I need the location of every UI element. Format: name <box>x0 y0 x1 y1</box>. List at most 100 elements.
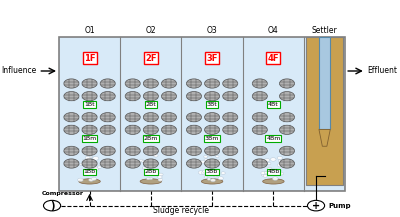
Text: 3Bt: 3Bt <box>207 102 218 107</box>
Circle shape <box>82 79 97 88</box>
Circle shape <box>89 178 94 181</box>
Circle shape <box>204 159 220 168</box>
Circle shape <box>146 178 150 180</box>
Circle shape <box>204 176 208 178</box>
Ellipse shape <box>263 179 284 184</box>
Circle shape <box>64 159 79 168</box>
Circle shape <box>125 92 140 101</box>
Circle shape <box>83 170 88 173</box>
Circle shape <box>204 146 220 156</box>
Circle shape <box>223 79 238 88</box>
Circle shape <box>275 172 281 175</box>
Circle shape <box>252 159 267 168</box>
Circle shape <box>143 79 158 88</box>
Text: 3F: 3F <box>206 54 218 63</box>
Circle shape <box>267 167 272 170</box>
Circle shape <box>203 170 208 173</box>
Circle shape <box>252 113 267 122</box>
Circle shape <box>277 163 283 167</box>
Circle shape <box>148 169 153 173</box>
Text: ): ) <box>50 201 54 211</box>
Circle shape <box>125 159 140 168</box>
Text: 2Bb: 2Bb <box>145 169 157 174</box>
Circle shape <box>277 156 282 159</box>
Circle shape <box>92 177 96 180</box>
Text: 4Bt: 4Bt <box>268 102 279 107</box>
Circle shape <box>223 146 238 156</box>
Circle shape <box>186 92 202 101</box>
Circle shape <box>78 178 83 182</box>
Circle shape <box>92 170 96 173</box>
Circle shape <box>186 113 202 122</box>
Circle shape <box>162 79 176 88</box>
Circle shape <box>125 79 140 88</box>
Circle shape <box>64 79 79 88</box>
Bar <box>306 37 344 185</box>
Circle shape <box>88 161 93 164</box>
Circle shape <box>267 162 271 165</box>
Circle shape <box>82 113 97 122</box>
Circle shape <box>125 113 140 122</box>
Text: Settler: Settler <box>312 26 338 35</box>
Circle shape <box>93 156 99 160</box>
Circle shape <box>280 160 285 163</box>
Circle shape <box>204 159 208 161</box>
Text: Effluent: Effluent <box>368 66 398 76</box>
Text: Sludge recycle: Sludge recycle <box>153 206 209 215</box>
Circle shape <box>280 113 294 122</box>
Text: 1F: 1F <box>84 54 95 63</box>
Circle shape <box>215 159 220 163</box>
Text: 1Bm: 1Bm <box>82 136 97 141</box>
Circle shape <box>280 92 294 101</box>
Circle shape <box>204 125 220 135</box>
Text: +: + <box>312 201 320 211</box>
Circle shape <box>64 146 79 156</box>
Circle shape <box>82 146 97 156</box>
Circle shape <box>186 79 202 88</box>
Circle shape <box>252 79 267 88</box>
Circle shape <box>223 92 238 101</box>
Circle shape <box>154 171 159 174</box>
Circle shape <box>214 175 218 177</box>
Text: 4Bb: 4Bb <box>267 169 280 174</box>
Circle shape <box>162 113 176 122</box>
Circle shape <box>80 163 83 165</box>
Text: Influence: Influence <box>1 66 37 76</box>
Circle shape <box>204 113 220 122</box>
Circle shape <box>82 159 97 168</box>
Circle shape <box>158 176 162 178</box>
Text: 1Bt: 1Bt <box>84 102 95 107</box>
Text: O3: O3 <box>207 26 218 35</box>
Bar <box>45 212 59 215</box>
Circle shape <box>89 163 95 167</box>
Text: Pump: Pump <box>328 203 351 209</box>
Text: 3Bb: 3Bb <box>206 169 218 174</box>
Text: 1Bb: 1Bb <box>84 169 96 174</box>
Text: O2: O2 <box>146 26 156 35</box>
Circle shape <box>100 125 115 135</box>
Ellipse shape <box>140 179 162 184</box>
Circle shape <box>44 200 61 211</box>
Circle shape <box>264 172 268 174</box>
Circle shape <box>100 92 115 101</box>
Circle shape <box>149 178 153 180</box>
Ellipse shape <box>79 179 100 184</box>
Text: 2F: 2F <box>145 54 156 63</box>
Text: 4Bm: 4Bm <box>266 136 280 141</box>
Circle shape <box>252 146 267 156</box>
Circle shape <box>280 146 294 156</box>
Circle shape <box>158 178 163 181</box>
Text: O4: O4 <box>268 26 279 35</box>
Circle shape <box>204 156 208 158</box>
Circle shape <box>280 79 294 88</box>
Text: 3Bm: 3Bm <box>205 136 219 141</box>
Circle shape <box>154 154 158 157</box>
Circle shape <box>90 156 92 158</box>
Circle shape <box>223 113 238 122</box>
Circle shape <box>198 171 204 174</box>
Circle shape <box>162 146 176 156</box>
Circle shape <box>223 125 238 135</box>
Circle shape <box>210 159 215 163</box>
Circle shape <box>279 172 284 175</box>
Circle shape <box>97 166 102 168</box>
